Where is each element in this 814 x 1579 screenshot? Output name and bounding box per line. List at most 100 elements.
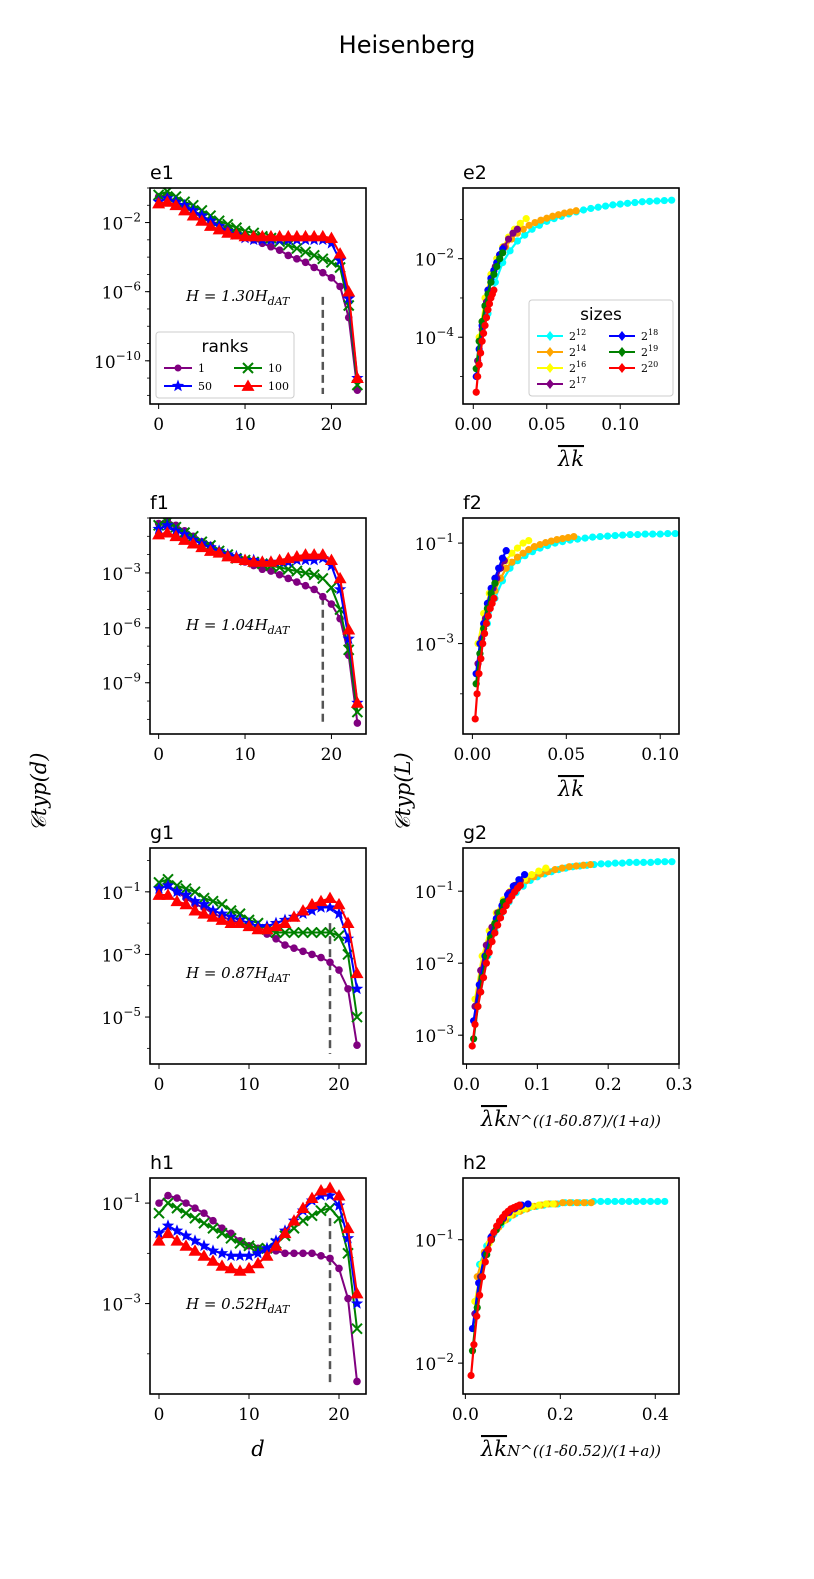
ytick-label-f1-1: 10−6 <box>102 616 141 640</box>
legend-sizes-marker-4 <box>618 331 626 341</box>
point-e2-0-19 <box>623 199 632 207</box>
point-f2-4-5 <box>491 574 499 582</box>
point-e1-0-21 <box>336 282 344 291</box>
point-g1-1-19 <box>324 926 336 939</box>
point-h1-0-22 <box>353 1377 361 1386</box>
point-g1-2-0 <box>152 882 166 894</box>
point-f1-3-1 <box>160 526 174 538</box>
legend-ranks: ranks 1 10 50 100 <box>155 331 295 399</box>
series-e1-1 <box>152 188 364 391</box>
point-e2-6-8 <box>484 306 492 314</box>
point-h2-1-15 <box>580 1199 588 1207</box>
point-h1-3-21 <box>341 1221 355 1234</box>
point-e1-3-23 <box>350 371 364 383</box>
ytick-label-h1-1: 10−3 <box>102 1292 141 1316</box>
point-h1-1-18 <box>315 1204 327 1217</box>
point-h1-0-5 <box>200 1209 208 1217</box>
point-h1-1-0 <box>153 1207 165 1219</box>
point-g1-3-0 <box>152 888 166 900</box>
point-f2-1-5 <box>508 558 516 566</box>
point-h1-3-13 <box>269 1239 283 1251</box>
ytick-label-f2-1-exp: −3 <box>436 632 454 646</box>
point-e2-0-25 <box>668 196 676 204</box>
point-e1-1-15 <box>282 239 294 251</box>
point-f1-0-23 <box>353 719 362 727</box>
legend-sizes-label-3: 217 <box>569 376 586 391</box>
series-line-g2-4 <box>472 873 526 1021</box>
legend-ranks-marker-0 <box>174 364 182 372</box>
point-f2-1-11 <box>542 539 550 547</box>
point-e1-3-17 <box>299 229 313 242</box>
point-h1-3-4 <box>188 1244 202 1256</box>
point-e2-6-1 <box>474 372 482 381</box>
point-f2-1-10 <box>536 541 544 549</box>
ytick-label-e1-1-exp: −6 <box>123 280 141 294</box>
point-f1-3-21 <box>333 571 347 584</box>
point-g2-0-22 <box>632 858 641 867</box>
point-h1-0-15 <box>290 1249 298 1258</box>
point-f2-4-7 <box>498 554 507 562</box>
point-f1-0-18 <box>310 585 318 594</box>
point-g1-1-18-b <box>315 926 327 939</box>
ytick-label-g1-2: 10−5 <box>102 1005 141 1029</box>
point-h1-1-7-b <box>216 1227 228 1239</box>
legend-sizes-base-5: 2 <box>641 346 648 359</box>
point-h1-1-22 <box>351 1322 363 1335</box>
point-h1-3-1 <box>161 1226 175 1239</box>
point-f2-0-24 <box>664 529 672 538</box>
xtick-label-e2-1: 0.05 <box>528 415 566 435</box>
point-f1-3-19 <box>316 548 330 560</box>
point-e2-1-10 <box>537 216 545 224</box>
point-g1-1-21-b <box>342 948 354 961</box>
point-f2-1-14 <box>558 534 567 543</box>
xlabel-main-e2: λk <box>557 447 584 471</box>
annotation-sub-g1: dAT <box>268 972 291 985</box>
point-e2-3-7 <box>504 235 513 243</box>
point-e2-0-4 <box>513 237 521 245</box>
point-f1-2-22 <box>342 632 355 645</box>
point-f1-2-20 <box>325 559 338 571</box>
point-f2-6-1 <box>473 690 481 698</box>
series-f1-3 <box>152 526 364 708</box>
point-e2-5-6 <box>490 270 498 278</box>
ytick-label-g2-0-base: 10 <box>415 883 437 903</box>
point-h2-6-2 <box>473 1312 481 1320</box>
ytick-label-g1-2-exp: −5 <box>123 1005 141 1019</box>
point-g1-3-8 <box>224 916 238 929</box>
left-ylabel-text: 𝒞typ(d) <box>27 753 51 832</box>
point-h1-0-0 <box>155 1199 163 1207</box>
point-e2-6-6 <box>481 321 489 330</box>
point-g1-1-16-b <box>297 926 309 939</box>
point-e2-1-16 <box>572 207 580 215</box>
point-f2-0-21 <box>641 530 649 538</box>
xtick-label-h2-0: 0.0 <box>452 1405 479 1425</box>
point-h1-0-2 <box>173 1194 181 1202</box>
point-e2-5-7 <box>493 262 501 271</box>
point-f2-6-0 <box>471 715 479 723</box>
left-ylabel: 𝒞typ(d) <box>27 753 51 832</box>
point-h1-3-6 <box>206 1254 220 1266</box>
point-f2-6-7 <box>484 612 492 620</box>
point-e1-1-9 <box>230 222 243 234</box>
point-h1-1-16-b <box>297 1214 309 1227</box>
ytick-label-h2-1-exp: −2 <box>436 1351 454 1365</box>
point-g1-1-22-b <box>351 1011 363 1023</box>
ytick-label-g1-0-exp: −1 <box>123 880 141 894</box>
point-e1-3-18 <box>307 229 321 242</box>
axes-frame-g2 <box>462 847 680 1065</box>
point-e1-0-17 <box>301 258 310 267</box>
legend-sizes-box <box>528 299 674 397</box>
point-h2-6-17 <box>515 1201 524 1209</box>
point-h1-2-21 <box>341 1231 355 1244</box>
ytick-label-e1-2: 10−10 <box>94 349 141 373</box>
ytick-label-g1-1-exp: −3 <box>123 942 141 956</box>
point-g1-2-3 <box>179 888 193 901</box>
point-h1-3-12 <box>260 1249 274 1261</box>
point-g1-2-6 <box>206 904 220 916</box>
xtick-label-g2-0: 0.0 <box>453 1075 480 1095</box>
point-f2-6-3 <box>477 655 485 663</box>
legend-sizes-exp-1: 14 <box>576 344 586 353</box>
plot-area-f1 <box>152 518 364 727</box>
xtick-label-g1-0: 0 <box>154 1075 165 1095</box>
ytick-label-f1-0-base: 10 <box>102 565 124 585</box>
